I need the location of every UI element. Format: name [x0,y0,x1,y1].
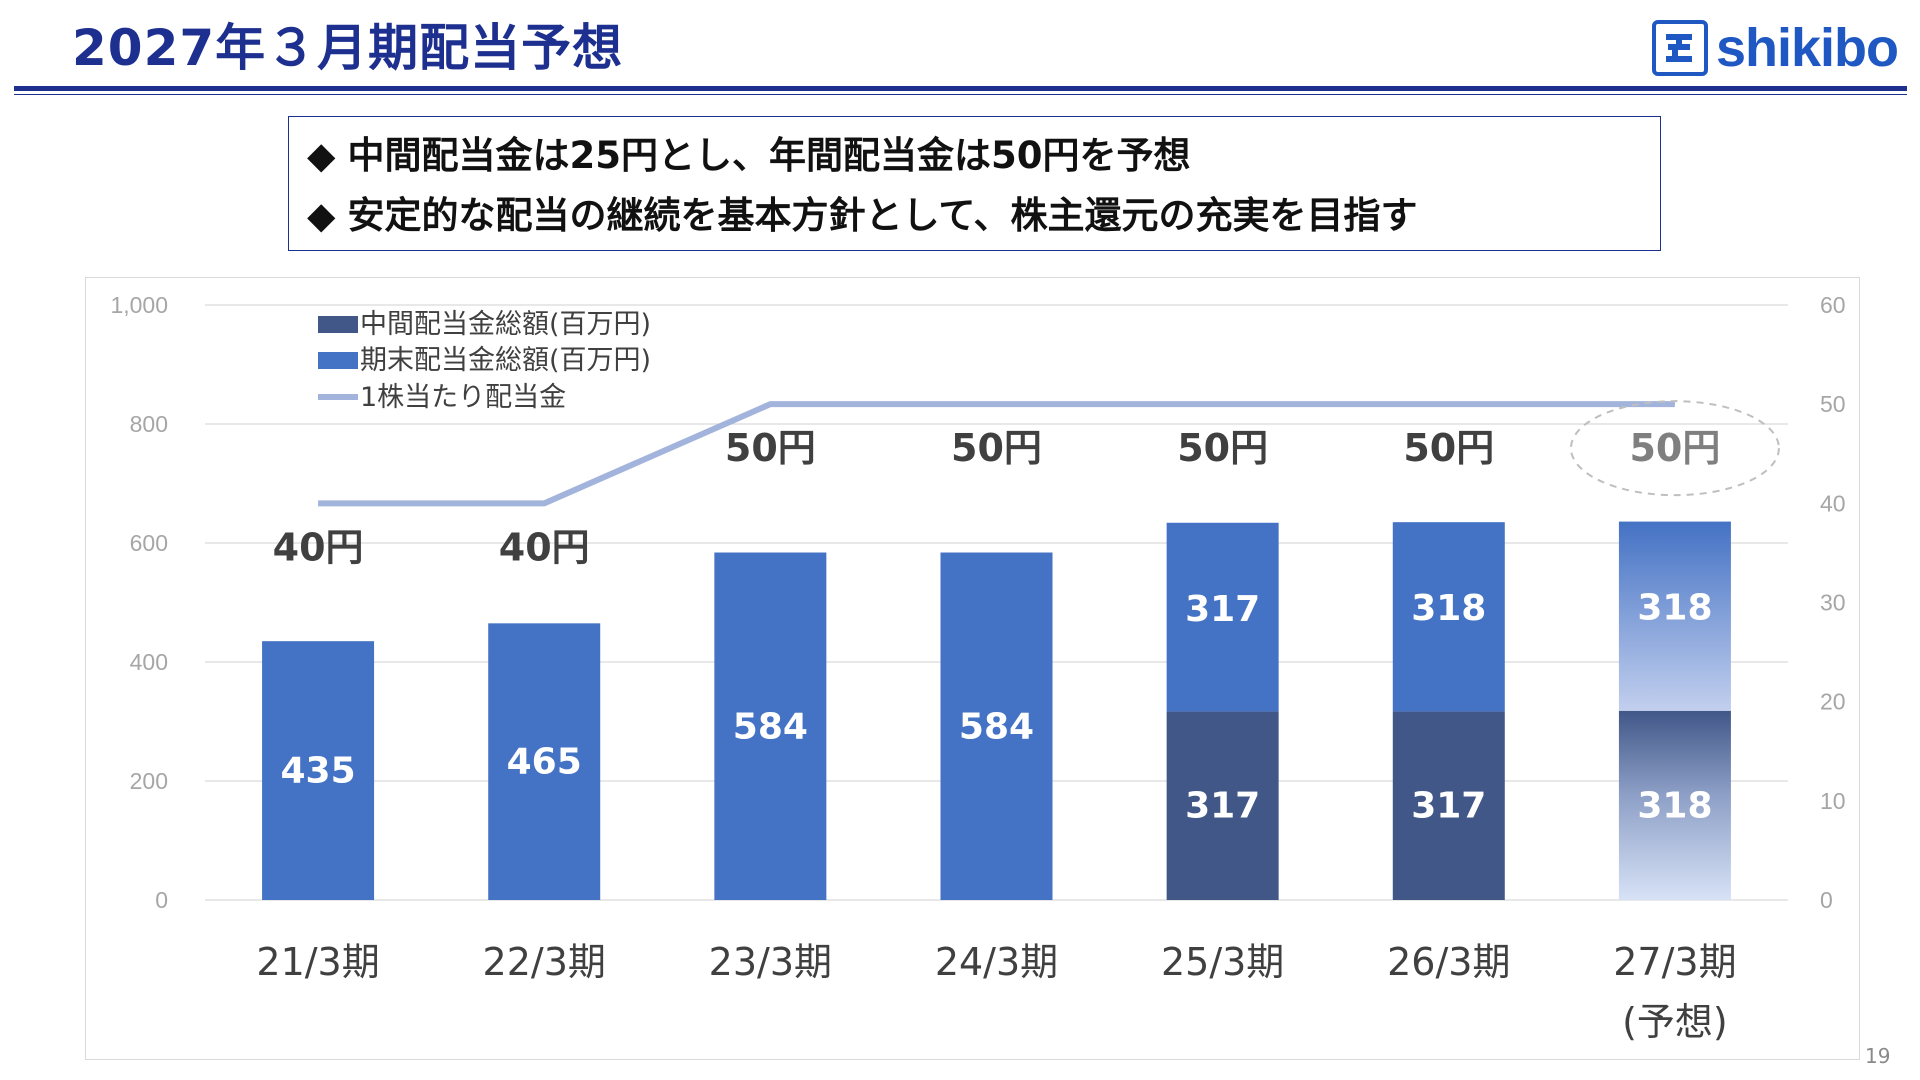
y-tick-left: 400 [130,649,168,675]
x-tick-label: 22/3期 [483,940,606,984]
diamond-bullet-icon: ◆ [307,194,336,237]
highlight-text-1: 中間配当金は25円とし、年間配当金は50円を予想 [347,134,1191,177]
dps-label: 50円 [1177,426,1268,470]
bar-yearend [940,552,1053,900]
highlights-box: ◆ 中間配当金は25円とし、年間配当金は50円を予想 ◆ 安定的な配当の継続を基本方… [288,116,1661,251]
title-underline-thin [14,94,1907,95]
legend-label-dps: 1株当たり配当金 [360,382,566,413]
dps-label: 40円 [273,525,364,569]
highlight-text-2: 安定的な配当の継続を基本方針として、株主還元の充実を目指す [347,194,1418,237]
x-tick-label: 24/3期 [935,940,1058,984]
bar-yearend [488,623,601,900]
legend-swatch-yearend [318,352,358,369]
x-tick-label: 23/3期 [709,940,832,984]
page-title: 2027年３月期配当予想 [72,19,624,77]
x-tick-label: (予想) [1622,1000,1728,1044]
y-tick-left: 800 [130,411,168,437]
bar-interim [1166,711,1279,900]
logo-text: shikibo [1716,18,1899,78]
dps-line [318,401,1675,507]
bar-label-interim: 317 [1411,786,1486,827]
x-tick-label: 21/3期 [256,940,379,984]
title-underline [14,86,1907,91]
bar-interim [1618,710,1731,900]
bar-label-yearend: 318 [1637,588,1712,629]
y-tick-left: 200 [130,768,168,794]
bar-yearend [1618,521,1731,711]
diamond-bullet-icon: ◆ [307,134,336,177]
y-tick-right: 0 [1820,887,1833,913]
bar-label-yearend: 584 [959,706,1034,747]
y-tick-right: 20 [1820,689,1846,715]
dps-label: 50円 [951,426,1042,470]
bar-interim [1392,711,1505,900]
dps-label: 50円 [1629,426,1720,470]
bar-label-yearend: 317 [1185,589,1260,630]
logo-emblem-icon [1652,20,1708,76]
bar-label-interim: 318 [1637,785,1712,826]
highlight-line-1: ◆ 中間配当金は25円とし、年間配当金は50円を予想 [307,125,1190,179]
x-tick-label: 25/3期 [1161,940,1284,984]
bar-label-yearend: 435 [280,751,355,792]
bar-label-yearend: 318 [1411,588,1486,629]
bar-yearend [1166,522,1279,712]
forecast-highlight-ellipse [1569,400,1780,497]
x-tick-label: 27/3期 [1613,940,1736,984]
legend-label-yearend: 期末配当金総額(百万円) [360,345,651,376]
y-tick-left: 0 [155,887,168,913]
y-tick-right: 40 [1820,490,1846,516]
highlight-line-2: ◆ 安定的な配当の継続を基本方針として、株主還元の充実を目指す [307,185,1418,239]
legend-label-interim: 中間配当金総額(百万円) [360,309,651,340]
bar-yearend [262,641,375,900]
bar-yearend [1392,522,1505,712]
y-tick-right: 30 [1820,590,1846,616]
y-tick-right: 10 [1820,788,1846,814]
y-tick-right: 50 [1820,391,1846,417]
chart-frame [85,277,1860,1060]
company-logo: shikibo [1652,14,1899,82]
y-tick-left: 1,000 [110,292,168,318]
bar-label-interim: 317 [1185,786,1260,827]
y-tick-left: 600 [130,530,168,556]
page-number: 19 [1865,1044,1891,1068]
legend-swatch-interim [318,316,358,333]
x-tick-label: 26/3期 [1387,940,1510,984]
bar-label-yearend: 465 [507,742,582,783]
dps-label: 50円 [1403,426,1494,470]
y-tick-right: 60 [1820,292,1846,318]
bar-label-yearend: 584 [733,706,808,747]
bar-yearend [714,552,827,900]
dps-label: 50円 [725,426,816,470]
dps-label: 40円 [499,525,590,569]
